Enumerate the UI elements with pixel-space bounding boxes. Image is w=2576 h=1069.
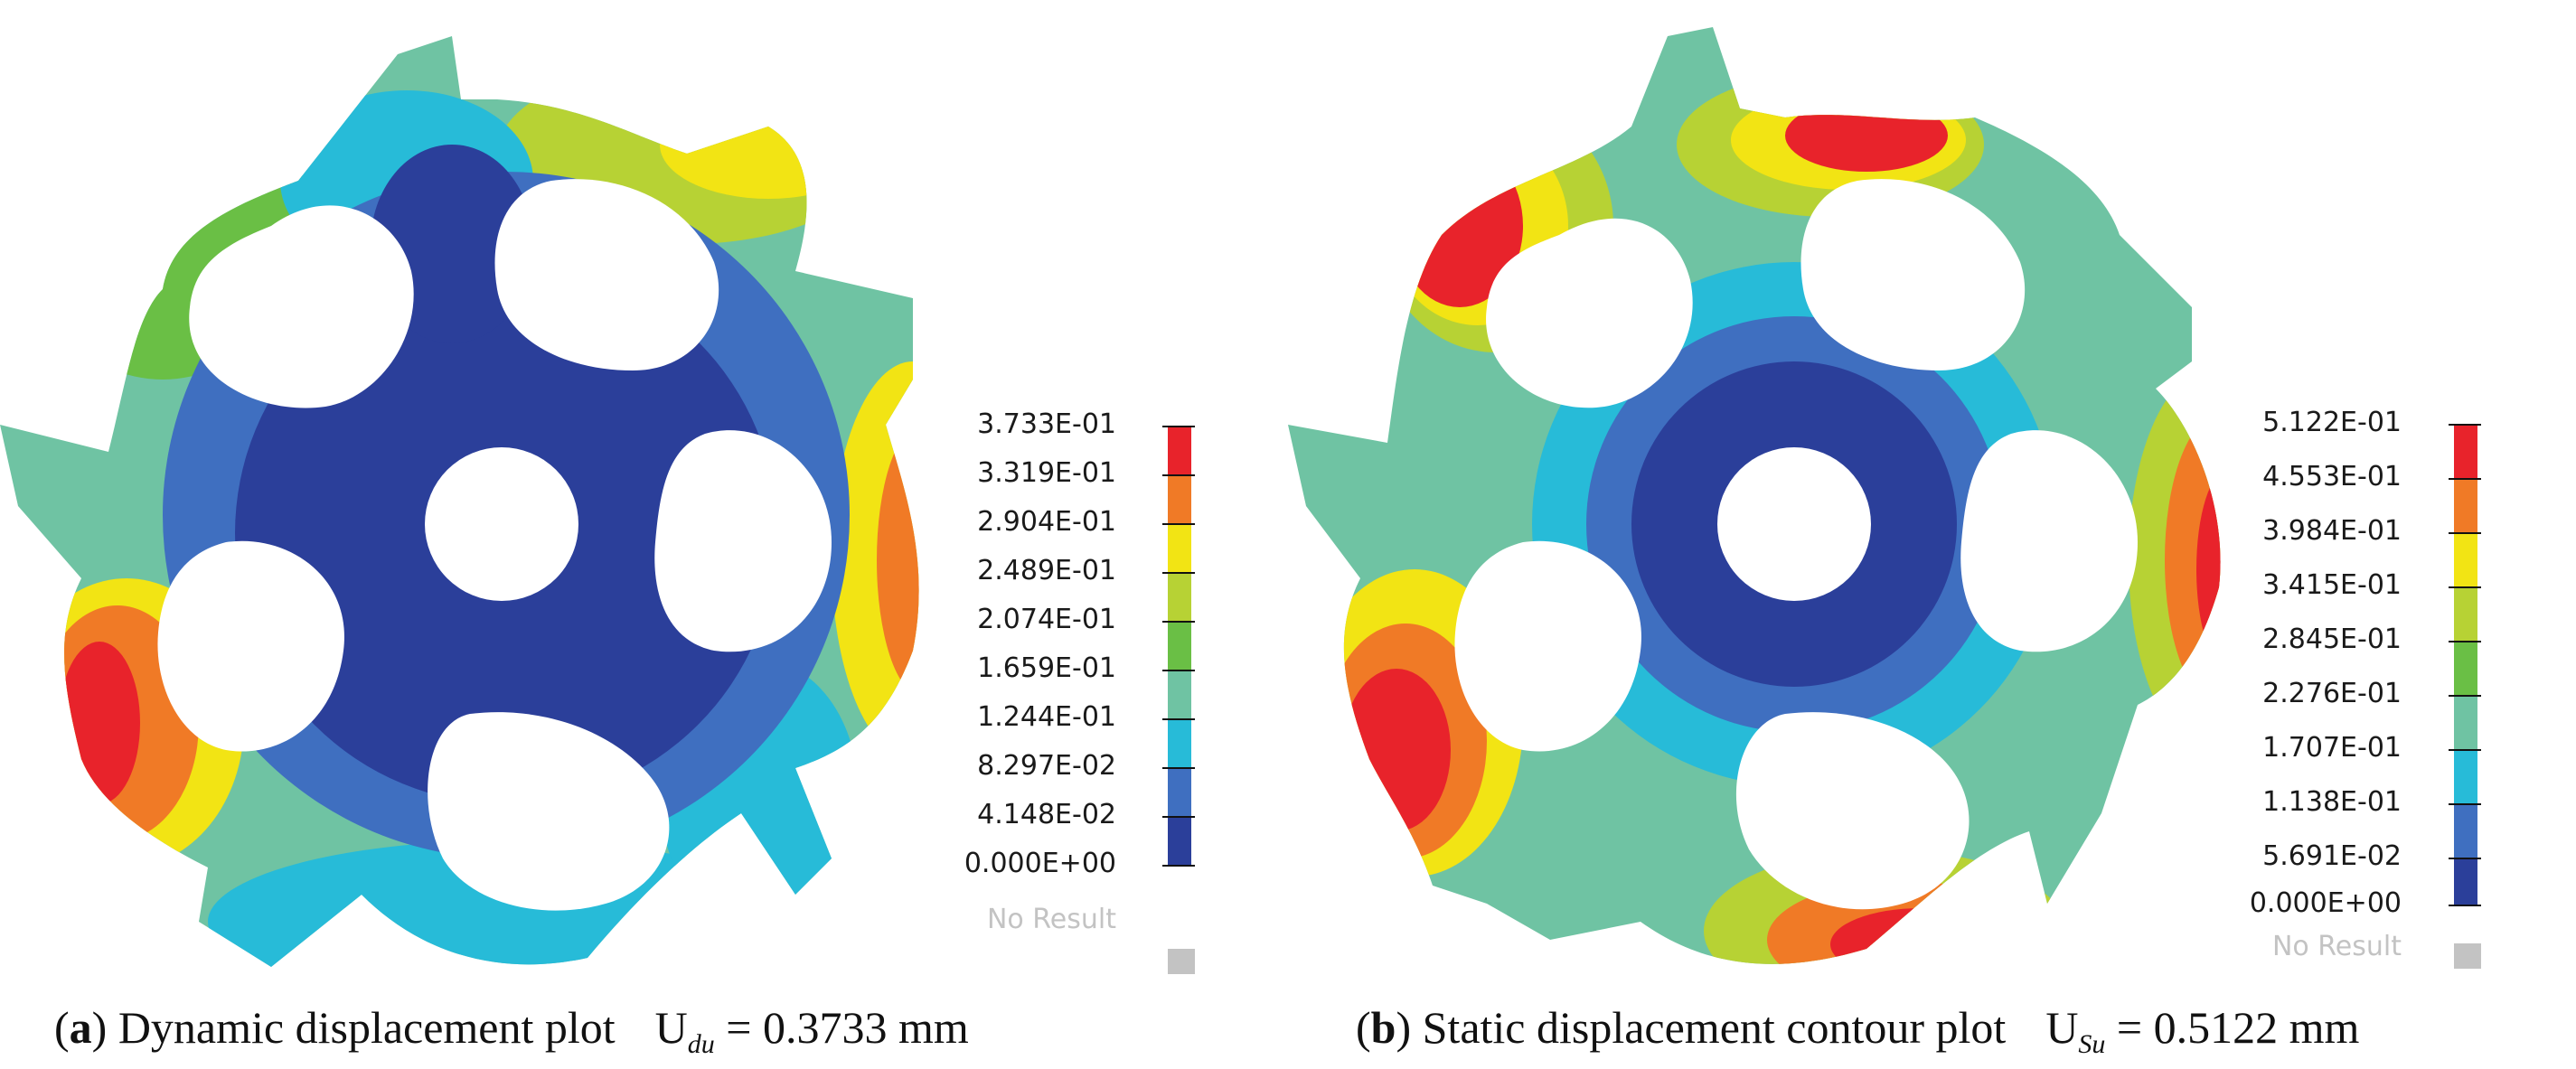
legend-value: 8.297E-02 [977, 750, 1116, 782]
caption-letter: b [1370, 1002, 1396, 1053]
caption-a: (a) Dynamic displacement plot Udu = 0.373… [54, 1002, 969, 1059]
symbol: U [654, 1002, 688, 1053]
legend-value: 4.148E-02 [977, 799, 1116, 830]
legend-swatch [1168, 622, 1191, 670]
legend-swatch [2454, 750, 2477, 804]
caption-letter: a [69, 1002, 92, 1053]
no-result-swatch [2454, 943, 2481, 969]
caption-title: Static displacement contour plot [1422, 1002, 2007, 1053]
legend-value: 3.319E-01 [977, 457, 1116, 489]
legend-value: 3.733E-01 [977, 408, 1116, 440]
legend-value: 3.415E-01 [2262, 569, 2402, 601]
panel-a: 3.733E-01 3.319E-01 2.904E-01 2.489E-01 … [0, 36, 1195, 1059]
legend-swatch [1168, 670, 1191, 719]
legend-value: 0.000E+00 [964, 848, 1116, 879]
legend-tick [1162, 865, 1195, 867]
legend-swatch [2454, 479, 2477, 533]
legend-value: 1.244E-01 [977, 701, 1116, 733]
legend-tick [2449, 586, 2481, 588]
legend-tick [1162, 670, 1195, 671]
legend-value: 5.691E-02 [2262, 840, 2402, 872]
legend-tick [1162, 426, 1195, 427]
legend-swatch [1168, 719, 1191, 768]
legend-value: 5.122E-01 [2262, 407, 2402, 438]
legend-tick [2449, 803, 2481, 805]
legend-tick [2449, 749, 2481, 751]
legend-swatch [2454, 696, 2477, 750]
symbol-subscript: du [687, 1029, 715, 1059]
legend-value: 2.845E-01 [2262, 624, 2402, 655]
caption-equation: Udu = 0.3733 mm [654, 1002, 969, 1059]
legend-tick [2449, 478, 2481, 480]
dynamic-displacement-contour-plot [0, 36, 919, 967]
legend-tick [1162, 621, 1195, 623]
legend-value: 2.276E-01 [2262, 678, 2402, 709]
legend-tick [2449, 424, 2481, 426]
legend-tick [1162, 767, 1195, 769]
legend-value: 3.984E-01 [2262, 515, 2402, 547]
panel-b: 5.122E-01 4.553E-01 3.984E-01 3.415E-01 … [1288, 0, 2576, 1069]
legend-tick [1162, 474, 1195, 476]
no-result-label: No Result [986, 904, 1116, 935]
equation-value: = 0.3733 mm [726, 1002, 969, 1053]
equation-value: = 0.5122 mm [2116, 1002, 2360, 1053]
legend-tick [2449, 532, 2481, 534]
legend-value: 4.553E-01 [2262, 461, 2402, 492]
legend-swatch [1168, 573, 1191, 622]
legend-tick [2449, 905, 2481, 906]
legend-swatch [1168, 475, 1191, 524]
legend-tick [1162, 572, 1195, 574]
legend-swatch [2454, 642, 2477, 696]
legend-tick [2449, 858, 2481, 859]
legend-tick [1162, 523, 1195, 525]
legend-value: 1.138E-01 [2262, 786, 2402, 818]
part-holes-a [157, 179, 832, 911]
static-displacement-contour-plot [1288, 27, 2221, 964]
caption-title: Dynamic displacement plot [118, 1002, 616, 1053]
symbol: U [2045, 1002, 2079, 1053]
no-result-swatch [1168, 949, 1195, 974]
legend-tick [1162, 816, 1195, 818]
legend-value: 0.000E+00 [2249, 887, 2402, 919]
no-result-label: No Result [2271, 931, 2402, 962]
caption-b: (b) Static displacement contour plot USu … [1356, 1002, 2360, 1059]
legend-swatch [1168, 768, 1191, 817]
legend-swatch [2454, 533, 2477, 587]
legend-swatch [2454, 425, 2477, 479]
legend-tick [1162, 718, 1195, 720]
legend-swatch [2454, 804, 2477, 858]
legend-value: 2.074E-01 [977, 604, 1116, 635]
legend-tick [2449, 695, 2481, 697]
caption-equation: USu = 0.5122 mm [2045, 1002, 2360, 1059]
legend-value: 1.707E-01 [2262, 732, 2402, 764]
legend-swatch [1168, 524, 1191, 573]
legend-value: 1.659E-01 [977, 652, 1116, 684]
legend-swatch [1168, 427, 1191, 475]
legend-swatch [1168, 817, 1191, 866]
part-holes-b [1454, 179, 2138, 910]
legend-swatch [2454, 858, 2477, 905]
symbol-subscript: Su [2078, 1029, 2106, 1059]
legend-value: 2.489E-01 [977, 555, 1116, 586]
legend-value: 2.904E-01 [977, 506, 1116, 538]
legend-swatch [2454, 587, 2477, 642]
legend-tick [2449, 641, 2481, 642]
